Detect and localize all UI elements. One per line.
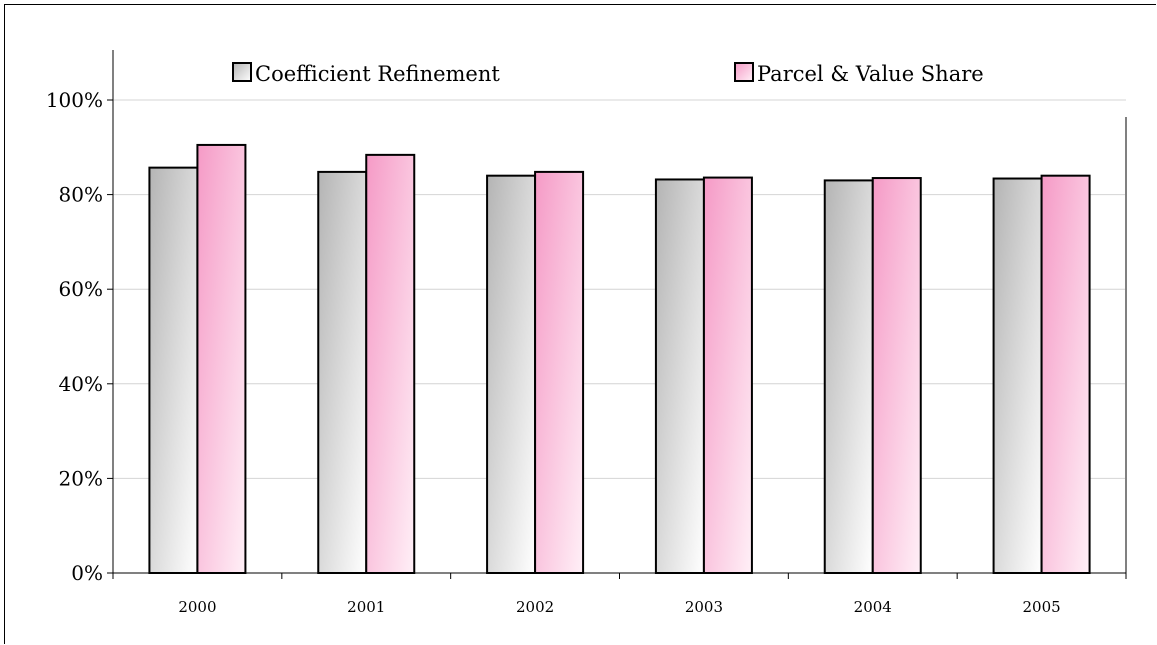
legend-label-series-2: Parcel & Value Share <box>757 62 984 86</box>
axes <box>107 50 1127 579</box>
x-category-label: 2005 <box>1022 598 1060 616</box>
bar-2002-series-2 <box>534 170 585 574</box>
bar-2004-series-1 <box>823 179 874 574</box>
gridlines <box>113 99 1126 479</box>
bar-2003-series-1 <box>654 178 705 575</box>
bar-2005-series-1 <box>992 177 1043 574</box>
legend-label-series-1: Coefficient Refinement <box>255 62 500 86</box>
x-category-label: 2000 <box>178 598 216 616</box>
y-tick-label: 80% <box>59 183 103 207</box>
legend: Coefficient Refinement Parcel & Value Sha… <box>232 62 984 86</box>
bar-2004-series-2 <box>871 177 922 574</box>
bar-2001-series-2 <box>365 153 416 574</box>
x-category-label: 2001 <box>347 598 385 616</box>
y-tick-label: 0% <box>71 561 103 585</box>
y-tick-label: 100% <box>46 88 103 112</box>
bar-2002-series-1 <box>486 174 537 574</box>
y-tick-label: 20% <box>59 466 103 490</box>
y-tick-label: 60% <box>59 277 103 301</box>
x-category-label: 2004 <box>854 598 892 616</box>
x-category-label: 2003 <box>685 598 723 616</box>
bar-2000-series-2 <box>196 143 247 574</box>
y-tick-label: 40% <box>59 372 103 396</box>
x-category-label: 2002 <box>516 598 554 616</box>
chart-frame <box>4 4 1156 644</box>
legend-swatch-series-2 <box>734 62 754 82</box>
bar-2001-series-1 <box>317 170 368 574</box>
bar-2005-series-2 <box>1040 174 1091 574</box>
bar-2003-series-2 <box>702 176 753 575</box>
bar-2000-series-1 <box>148 166 199 574</box>
bars <box>148 143 1091 575</box>
legend-swatch-series-1 <box>232 62 252 82</box>
axis-labels: 0% 20% 40% 60% 80% 100% 2000 2001 2002 2003 2004 20… <box>46 88 1061 616</box>
